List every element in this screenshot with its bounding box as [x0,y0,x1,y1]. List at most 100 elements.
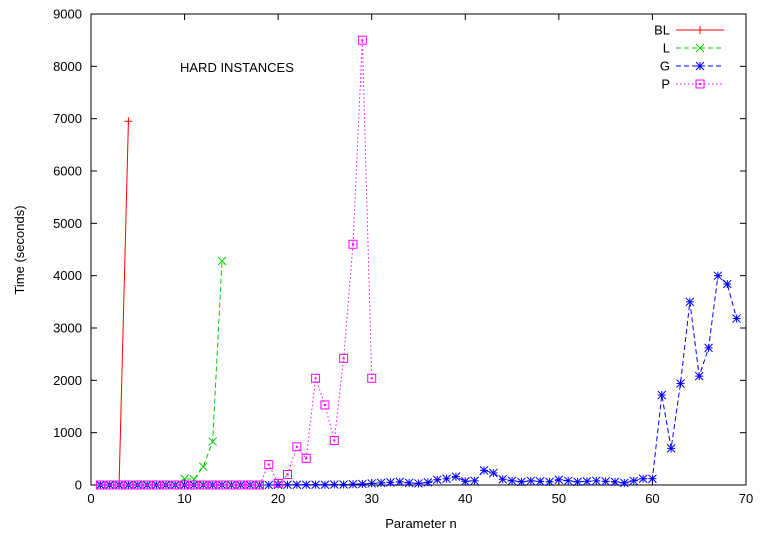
series-g [96,271,741,490]
data-point [105,480,115,490]
legend-label: BL [654,23,670,38]
data-point [311,373,321,383]
data-point [432,475,442,485]
data-point [348,239,358,249]
series-line [100,40,373,486]
data-point [489,468,498,478]
data-point [460,476,470,486]
y-tick-label: 2000 [53,373,82,388]
data-point [329,480,339,489]
data-point [479,465,489,475]
data-point [376,478,386,488]
x-axis-label: Parameter n [385,516,457,531]
data-point [254,480,264,490]
y-tick-label: 0 [75,478,82,493]
data-point [535,476,545,486]
data-point [696,26,704,34]
data-point [339,480,348,489]
data-point [629,476,639,486]
data-point [245,480,255,490]
data-point [320,480,330,490]
legend-label: L [663,41,670,56]
data-point [264,460,274,470]
series-p [95,35,377,490]
y-tick-label: 1000 [53,425,82,440]
data-point [124,117,133,126]
data-point [582,476,592,486]
data-point [217,256,227,266]
data-point [695,61,705,71]
data-point [152,480,161,490]
data-point [713,271,723,281]
data-point [601,476,610,486]
data-point [657,390,667,400]
y-tick-label: 9000 [53,7,82,22]
data-point [367,373,377,383]
x-tick-label: 40 [458,491,472,506]
data-point [451,472,461,481]
data-point [573,477,582,487]
series-bl [96,117,133,489]
x-tick-label: 30 [364,491,378,506]
y-axis-label: Time (seconds) [12,205,27,294]
data-point [292,442,302,452]
data-point [329,436,339,446]
data-point [470,476,479,486]
y-tick-label: 8000 [53,59,82,74]
data-point [648,474,657,484]
x-tick-label: 0 [87,491,94,506]
data-point [526,476,536,486]
data-point [198,462,208,472]
data-point [694,371,704,381]
x-tick-label: 10 [177,491,191,506]
data-point [722,279,732,289]
data-point [545,477,554,487]
data-point [423,478,433,487]
data-point [114,480,124,490]
data-point [273,478,283,488]
legend-item-bl: BL [654,23,724,38]
data-point [189,480,199,490]
y-tick-label: 5000 [53,216,82,231]
x-tick-label: 20 [271,491,285,506]
data-point [301,453,311,463]
series-line [100,274,738,486]
data-point [507,476,517,486]
data-point [311,480,320,490]
series-line [100,121,129,486]
x-tick-label: 50 [552,491,566,506]
data-point [226,480,236,490]
legend-label: G [660,59,670,74]
data-point [517,477,526,487]
data-point [357,35,367,45]
data-point [638,474,648,484]
data-point [666,444,676,453]
axes-layer: 0 10 20 30 40 50 60 70 0 1000 2000 3000 4000 5000 6000… [53,7,753,507]
data-point [732,314,741,323]
data-point [217,480,227,490]
data-point [442,474,451,484]
annotation-label: HARD INSTANCES [180,60,294,75]
y-tick-label: 6000 [53,164,82,179]
data-point [236,480,246,490]
series-line [100,260,223,486]
data-point [620,478,629,488]
data-point [264,480,274,490]
data-point [283,480,292,490]
x-tick-label: 70 [739,491,753,506]
data-point [591,476,601,486]
data-point [301,480,311,490]
legend-item-l: L [663,41,724,56]
data-point [563,476,573,486]
data-point [386,478,395,487]
y-tick-label: 4000 [53,268,82,283]
data-point [198,480,208,490]
data-point [348,479,358,489]
data-point [283,470,292,480]
data-point [339,353,349,363]
data-point [133,480,143,490]
series-layer [95,35,741,490]
data-point [414,479,423,488]
data-point [208,480,218,490]
